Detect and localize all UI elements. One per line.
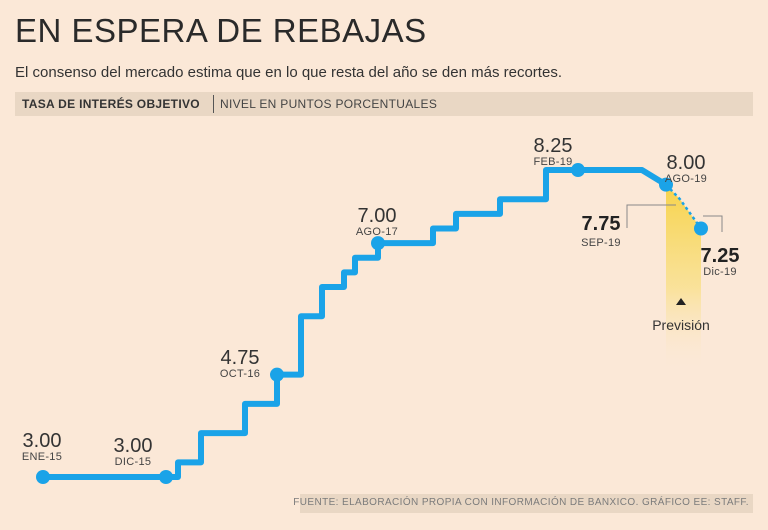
leader-line: [626, 204, 676, 228]
data-label-date: Dic-19: [703, 266, 737, 278]
label-leaders: [626, 204, 723, 232]
data-label-date: ENE-15: [22, 451, 62, 463]
data-label-date: DIC-15: [115, 456, 152, 468]
source-bar: FUENTE: ELABORACIÓN PROPIA CON INFORMACI…: [293, 494, 753, 513]
data-point: [371, 236, 385, 251]
forecast-area: [666, 184, 701, 372]
forecast-annotation: Previsión: [652, 298, 710, 333]
data-label-value: 7.25: [701, 245, 740, 267]
data-point: [36, 470, 50, 484]
up-triangle-icon: [676, 298, 686, 305]
data-label-value: 3.00: [23, 430, 62, 452]
chart-label-unit: NIVEL EN PUNTOS PORCENTUALES: [220, 97, 438, 111]
data-label-value: 7.75: [582, 213, 621, 235]
chart-label-bar: TASA DE INTERÉS OBJETIVO NIVEL EN PUNTOS…: [15, 92, 753, 116]
data-label-date: OCT-16: [220, 368, 260, 380]
data-label-value: 7.00: [358, 205, 397, 227]
data-point: [694, 221, 708, 236]
data-label-value: 8.25: [534, 135, 573, 157]
source-note: FUENTE: ELABORACIÓN PROPIA CON INFORMACI…: [293, 497, 749, 508]
page-title: EN ESPERA DE REBAJAS: [15, 12, 427, 49]
chart-label-separator: [213, 95, 214, 113]
data-label-value: 4.75: [221, 347, 260, 369]
data-point: [159, 470, 173, 484]
forecast-shading: [666, 184, 701, 372]
data-label-value: 8.00: [667, 152, 706, 174]
page-subtitle: El consenso del mercado estima que en lo…: [15, 64, 562, 81]
data-label-date: AGO-19: [665, 173, 707, 185]
data-point: [270, 367, 284, 382]
data-point: [659, 177, 673, 192]
series-line-tasa-objetivo: [40, 167, 669, 480]
forecast-annotation-label: Previsión: [652, 317, 710, 333]
data-point: [571, 163, 585, 178]
leader-line: [703, 215, 723, 232]
data-label-date: AGO-17: [356, 226, 398, 238]
data-label-value: 3.00: [114, 435, 153, 457]
data-label-date: FEB-19: [533, 156, 572, 168]
data-label-date: SEP-19: [581, 237, 621, 249]
chart-label-bold: TASA DE INTERÉS OBJETIVO: [22, 97, 200, 111]
series-points: [36, 163, 708, 484]
